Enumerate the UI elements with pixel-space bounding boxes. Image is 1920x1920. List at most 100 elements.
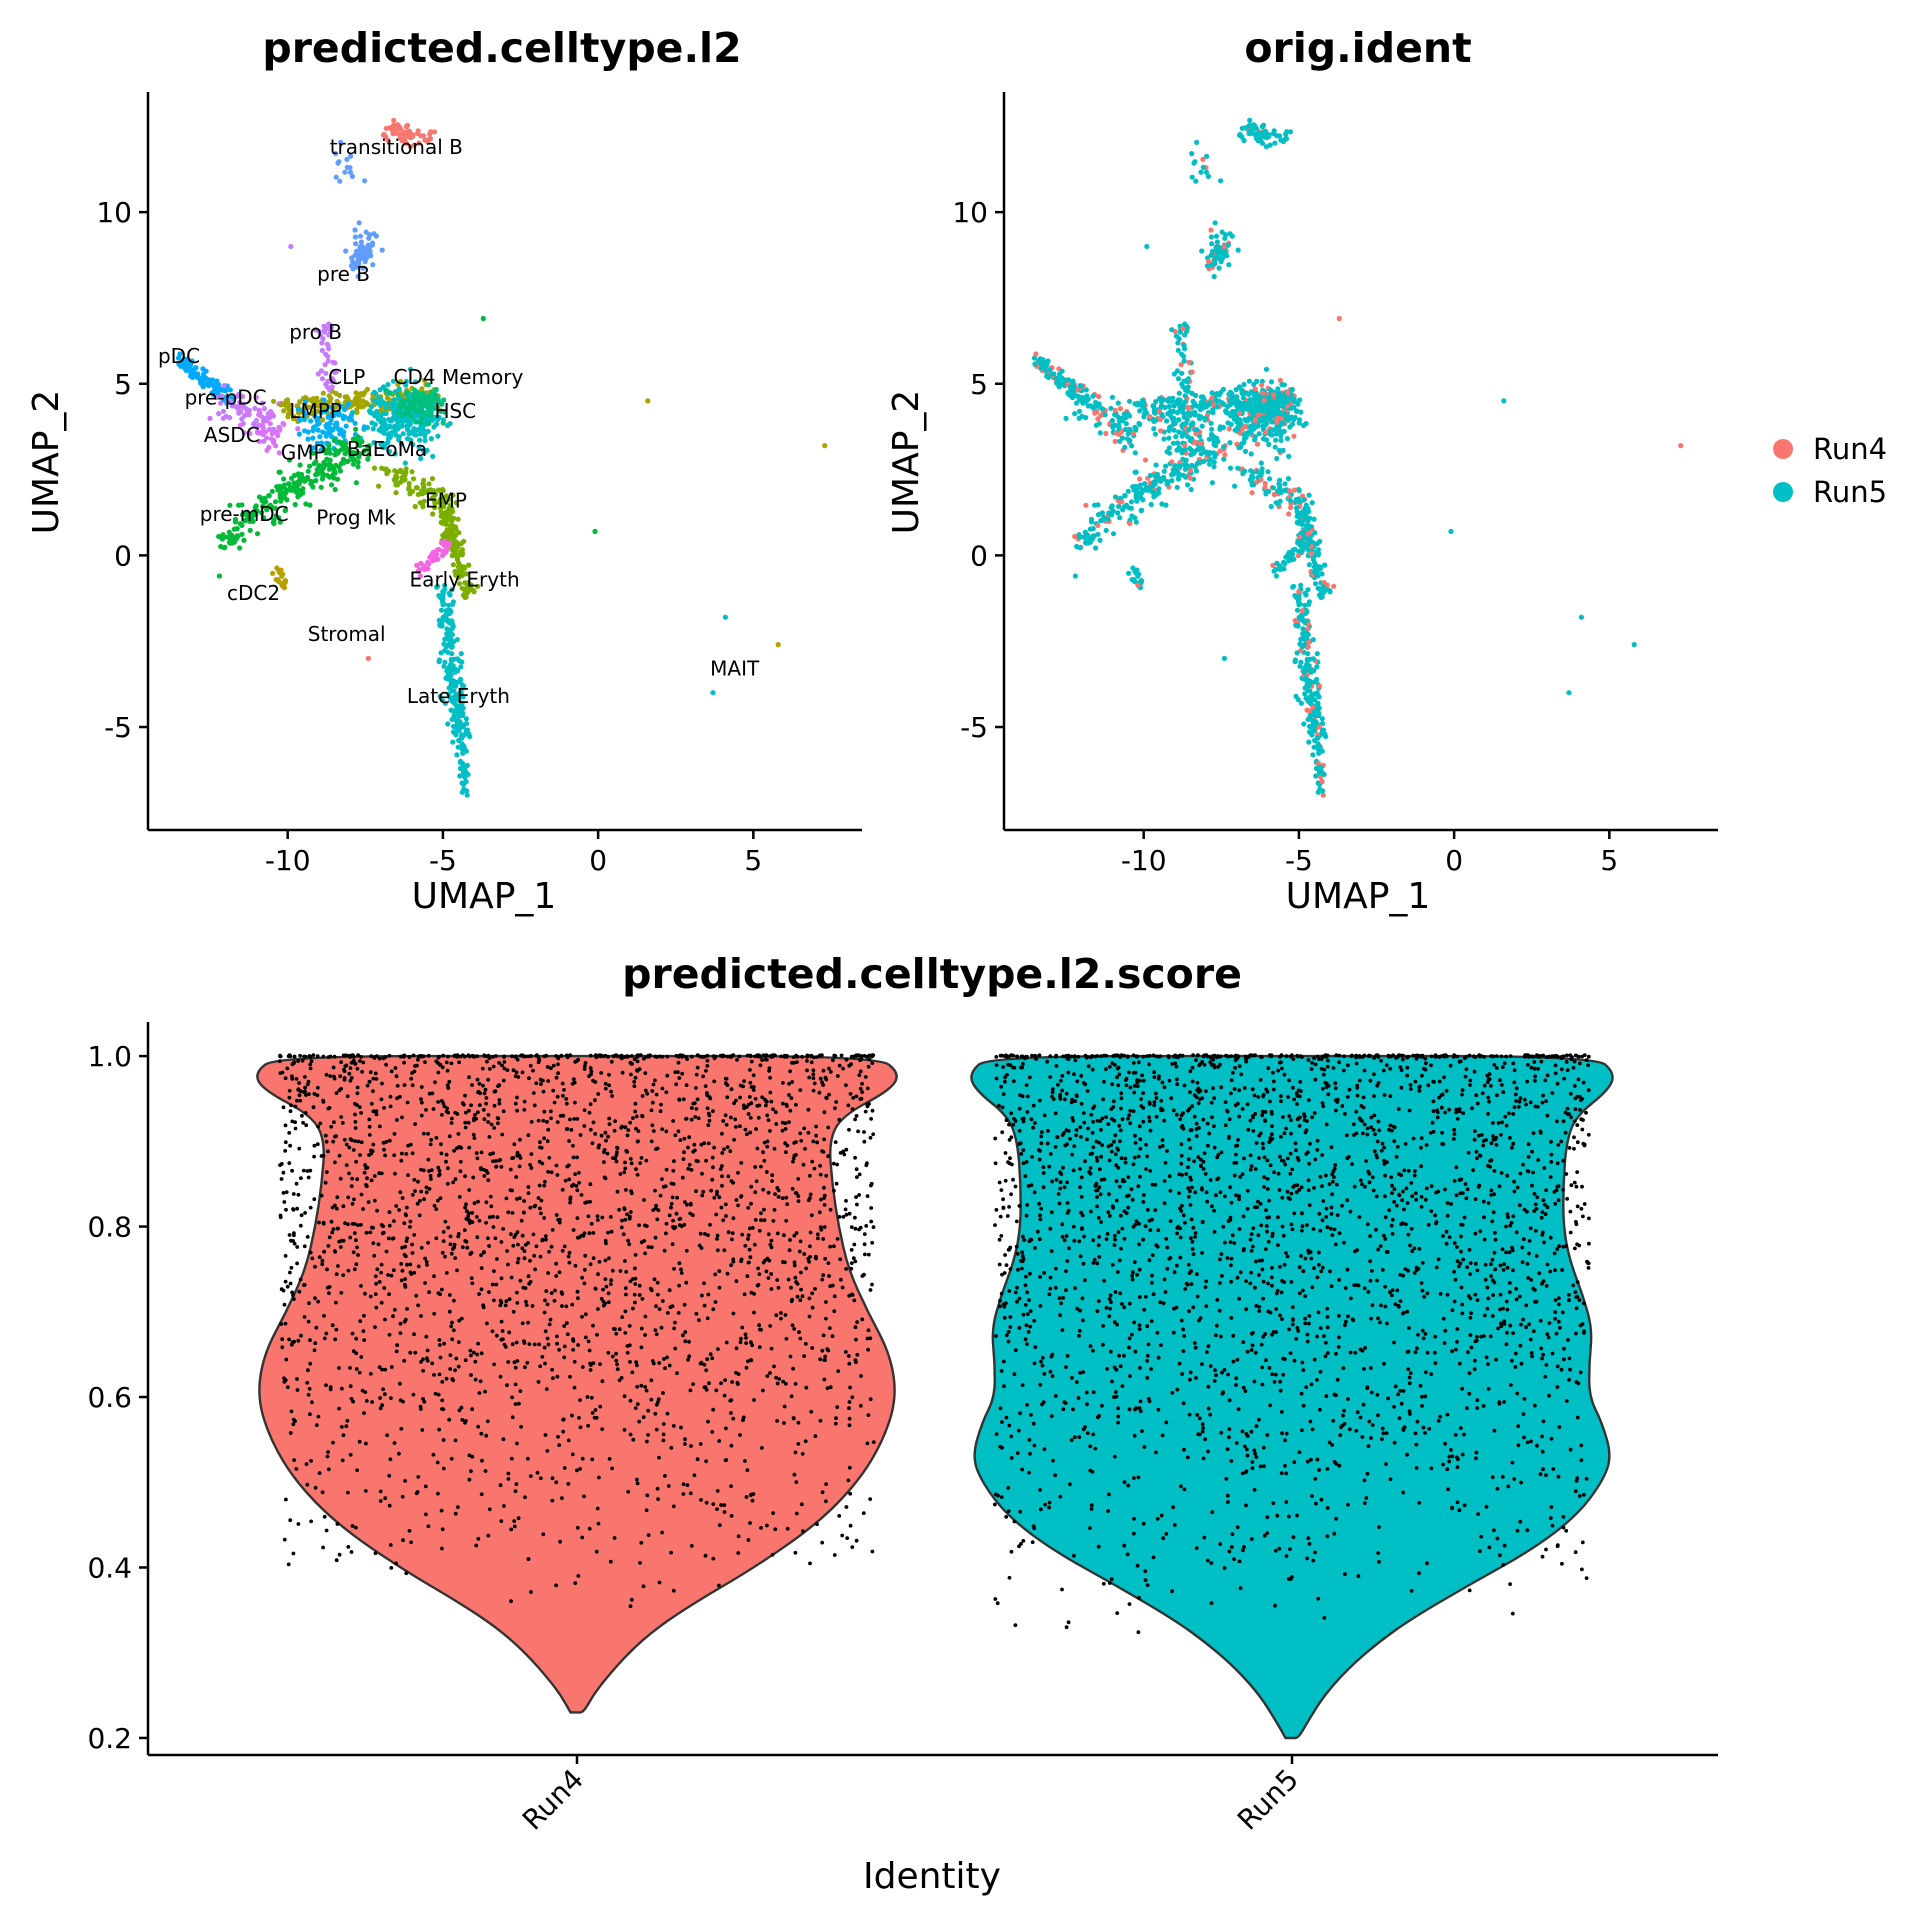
score-point bbox=[348, 1235, 353, 1240]
score-point bbox=[799, 1138, 804, 1143]
cell-point bbox=[309, 398, 315, 404]
cell-point bbox=[1259, 140, 1266, 146]
cell-point bbox=[176, 361, 182, 367]
score-point bbox=[330, 1323, 335, 1328]
score-point bbox=[762, 1158, 767, 1163]
score-point bbox=[498, 1374, 503, 1379]
cell-point bbox=[252, 405, 258, 411]
score-point bbox=[678, 1138, 683, 1142]
score-point bbox=[673, 1320, 677, 1325]
score-point bbox=[452, 1245, 456, 1250]
y-tick-label: 5 bbox=[970, 368, 988, 401]
score-point bbox=[331, 1139, 336, 1144]
score-point bbox=[413, 1064, 417, 1068]
score-point bbox=[752, 1398, 756, 1402]
score-point bbox=[432, 1373, 436, 1377]
score-point bbox=[566, 1438, 571, 1443]
score-point bbox=[669, 1181, 674, 1186]
cell-point bbox=[1154, 471, 1161, 478]
score-point bbox=[361, 1329, 366, 1333]
score-point bbox=[438, 1355, 443, 1360]
score-point bbox=[287, 1161, 292, 1165]
cell-point bbox=[459, 712, 465, 719]
score-point bbox=[803, 1439, 808, 1444]
score-point bbox=[439, 1151, 444, 1156]
score-point bbox=[637, 1293, 642, 1297]
score-point bbox=[543, 1433, 548, 1437]
cell-point bbox=[1284, 436, 1290, 442]
cell-point bbox=[246, 412, 252, 418]
cell-point bbox=[1176, 336, 1182, 342]
score-point bbox=[373, 1551, 378, 1556]
cell-point bbox=[450, 639, 456, 645]
cell-point bbox=[1305, 677, 1311, 683]
score-point bbox=[546, 1127, 551, 1132]
score-point bbox=[538, 1364, 543, 1369]
cell-point bbox=[1294, 607, 1301, 613]
score-point bbox=[635, 1363, 639, 1368]
cell-point bbox=[281, 421, 287, 427]
score-point bbox=[704, 1368, 709, 1373]
cell-point bbox=[221, 534, 227, 540]
score-point bbox=[724, 1426, 728, 1431]
score-point bbox=[409, 1076, 414, 1081]
score-point bbox=[470, 1281, 475, 1286]
score-point bbox=[722, 1147, 726, 1152]
score-point bbox=[745, 1468, 750, 1472]
cell-point bbox=[1121, 504, 1127, 510]
score-point bbox=[333, 1250, 338, 1254]
score-point bbox=[711, 1307, 716, 1312]
score-point bbox=[509, 1275, 514, 1280]
score-point bbox=[355, 1245, 359, 1250]
score-point bbox=[494, 1282, 499, 1287]
cell-point bbox=[318, 484, 324, 490]
score-point bbox=[520, 1246, 525, 1251]
umap-ident-xlabel: UMAP_1 bbox=[1286, 876, 1431, 917]
score-point bbox=[546, 1079, 551, 1083]
score-point bbox=[389, 1566, 394, 1570]
cell-point bbox=[398, 404, 404, 410]
cell-point bbox=[1181, 430, 1187, 436]
cell-point bbox=[1448, 528, 1454, 535]
score-point bbox=[733, 1117, 738, 1122]
score-point bbox=[434, 1207, 439, 1211]
cell-point bbox=[1165, 398, 1171, 404]
score-point bbox=[284, 1357, 289, 1362]
violin-title: predicted.celltype.l2.score bbox=[622, 950, 1242, 998]
score-point bbox=[851, 1096, 856, 1100]
cell-point bbox=[1212, 260, 1218, 266]
score-point bbox=[675, 1371, 679, 1376]
score-point bbox=[368, 1070, 373, 1075]
score-point bbox=[449, 1456, 454, 1461]
cell-point bbox=[1225, 242, 1231, 248]
cell-point bbox=[436, 593, 442, 599]
cell-point bbox=[369, 242, 375, 248]
score-point bbox=[538, 1145, 542, 1150]
score-point bbox=[410, 1193, 415, 1197]
cell-point bbox=[436, 617, 442, 624]
cell-point bbox=[396, 386, 402, 392]
score-point bbox=[566, 1254, 571, 1259]
cell-point bbox=[461, 745, 467, 751]
cell-point bbox=[1137, 476, 1143, 482]
score-point bbox=[810, 1159, 815, 1164]
score-point bbox=[683, 1442, 687, 1446]
score-point bbox=[689, 1117, 694, 1122]
cell-point bbox=[371, 440, 377, 446]
cell-point bbox=[1317, 538, 1323, 545]
score-point bbox=[811, 1139, 816, 1144]
cell-point bbox=[1077, 545, 1083, 551]
score-point bbox=[412, 1233, 417, 1237]
score-point bbox=[473, 1377, 478, 1382]
cell-point bbox=[442, 659, 448, 665]
cell-point bbox=[1274, 455, 1280, 462]
score-point bbox=[555, 1094, 560, 1099]
score-point bbox=[775, 1278, 780, 1282]
score-point bbox=[583, 1061, 588, 1065]
cell-point bbox=[1320, 727, 1326, 733]
cell-point bbox=[1252, 131, 1258, 138]
cell-point bbox=[1248, 468, 1254, 474]
cell-point bbox=[1095, 502, 1101, 508]
score-point bbox=[702, 1362, 707, 1367]
score-point bbox=[848, 1092, 853, 1096]
